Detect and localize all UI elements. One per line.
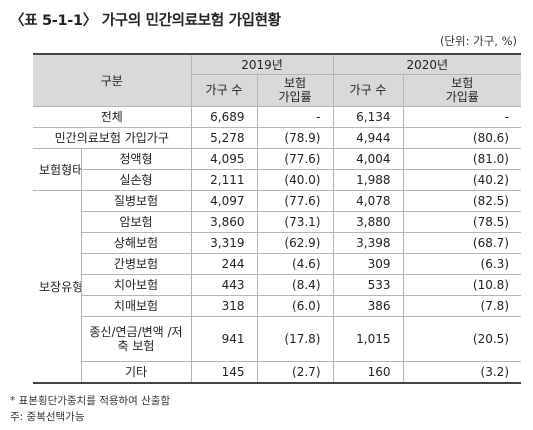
- table-row: 치매보험 318 (6.0) 386 (7.8): [33, 294, 521, 317]
- cell: 145: [190, 360, 258, 383]
- table-row: 전체 6,689 - 6,134 -: [33, 105, 521, 128]
- cell: 244: [190, 252, 258, 275]
- cell: (78.9): [256, 126, 334, 149]
- cell: (68.7): [402, 231, 521, 254]
- table-row: 민간의료보험 가입가구 5,278 (78.9) 4,944 (80.6): [33, 126, 521, 149]
- table-row: 종신/연금/변액 /저축 보험 941 (17.8) 1,015 (20.5): [33, 315, 521, 362]
- cell: (77.6): [256, 189, 334, 212]
- header-households-2019: 가구 수: [191, 73, 258, 107]
- row-label: 질병보험: [80, 189, 192, 212]
- cell: (6.0): [256, 294, 334, 317]
- stats-table: 구분 2019년 2020년 가구 수 보험 가입률 가구 수 보험 가입률 전…: [33, 53, 521, 384]
- cell: (8.4): [256, 273, 334, 296]
- cell: 4,004: [332, 147, 404, 170]
- cell: (77.6): [256, 147, 334, 170]
- cell: 4,078: [332, 189, 404, 212]
- cell: 309: [332, 252, 404, 275]
- footnote-weight: * 표본횡단가중치를 적용하여 산출함: [10, 395, 171, 407]
- row-label: 기타: [81, 360, 192, 383]
- header-rate-2020: 보험 가입률: [402, 73, 521, 107]
- header-year-2019: 2019년: [190, 54, 334, 75]
- cell: 1,015: [332, 315, 404, 362]
- row-label: 정액형: [80, 147, 192, 170]
- cell: (62.9): [256, 231, 334, 254]
- cell: (3.2): [402, 360, 521, 383]
- cell: 160: [332, 360, 404, 383]
- cell: (4.6): [256, 252, 334, 275]
- row-label: 실손형: [81, 168, 192, 191]
- cell: (2.7): [256, 360, 334, 383]
- group-label-type: 보장유형: [33, 189, 82, 383]
- row-label: 치아보험: [81, 273, 192, 296]
- cell: 5,278: [190, 126, 258, 149]
- row-label: 치매보험: [81, 294, 192, 317]
- cell: 318: [190, 294, 258, 317]
- cell: (10.8): [402, 273, 521, 296]
- cell: 3,319: [190, 231, 258, 254]
- row-label-insured: 민간의료보험 가입가구: [33, 126, 192, 149]
- unit-note: (단위: 가구, %): [439, 34, 517, 48]
- cell: 3,880: [332, 210, 404, 233]
- table-row: 치아보험 443 (8.4) 533 (10.8): [33, 273, 521, 296]
- table-row: 암보험 3,860 (73.1) 3,880 (78.5): [33, 210, 521, 233]
- cell: (81.0): [402, 147, 521, 170]
- table-row: 간병보험 244 (4.6) 309 (6.3): [33, 252, 521, 275]
- cell: (73.1): [256, 210, 334, 233]
- cell: (17.8): [256, 315, 334, 362]
- cell: (40.2): [402, 168, 521, 191]
- cell: 6,689: [190, 105, 258, 128]
- cell: 2,111: [190, 168, 258, 191]
- cell: (78.5): [402, 210, 521, 233]
- header-households-2020: 가구 수: [332, 73, 404, 107]
- cell: 386: [332, 294, 404, 317]
- header-category: 구분: [33, 54, 192, 107]
- cell: 941: [190, 315, 258, 362]
- cell: 443: [190, 273, 258, 296]
- cell: (80.6): [402, 126, 521, 149]
- cell: (7.8): [402, 294, 521, 317]
- table-row: 보장유형 질병보험 4,097 (77.6) 4,078 (82.5): [33, 189, 521, 383]
- cell: -: [256, 105, 334, 128]
- cell: -: [402, 105, 521, 128]
- cell: (40.0): [256, 168, 334, 191]
- row-label: 종신/연금/변액 /저축 보험: [81, 315, 192, 362]
- cell: 533: [332, 273, 404, 296]
- row-label-total: 전체: [33, 105, 192, 128]
- footnotes: * 표본횡단가중치를 적용하여 산출함 주: 중복선택가능: [10, 393, 170, 425]
- cell: 4,097: [190, 189, 258, 212]
- row-label: 간병보험: [81, 252, 192, 275]
- cell: (82.5): [402, 189, 521, 212]
- row-label: 상해보험: [81, 231, 192, 254]
- table-row: 상해보험 3,319 (62.9) 3,398 (68.7): [33, 231, 521, 254]
- table-row: 실손형 2,111 (40.0) 1,988 (40.2): [33, 168, 521, 191]
- cell: 3,398: [332, 231, 404, 254]
- table-row: 보험형태 정액형 4,095 (77.6) 4,004 (81.0): [33, 147, 521, 191]
- cell: (20.5): [402, 315, 521, 362]
- footnote-multiple: 주: 중복선택가능: [10, 411, 85, 423]
- row-label: 암보험: [81, 210, 192, 233]
- group-label-form: 보험형태: [33, 147, 82, 191]
- cell: 4,944: [332, 126, 404, 149]
- header-year-2020: 2020년: [332, 54, 521, 75]
- cell: 4,095: [190, 147, 258, 170]
- cell: 1,988: [332, 168, 404, 191]
- cell: (6.3): [402, 252, 521, 275]
- table-row: 기타 145 (2.7) 160 (3.2): [33, 360, 521, 383]
- cell: 6,134: [332, 105, 404, 128]
- table-title: 〈표 5-1-1〉 가구의 민간의료보험 가입현황: [10, 13, 281, 29]
- cell: 3,860: [190, 210, 258, 233]
- header-rate-2019: 보험 가입률: [256, 73, 334, 107]
